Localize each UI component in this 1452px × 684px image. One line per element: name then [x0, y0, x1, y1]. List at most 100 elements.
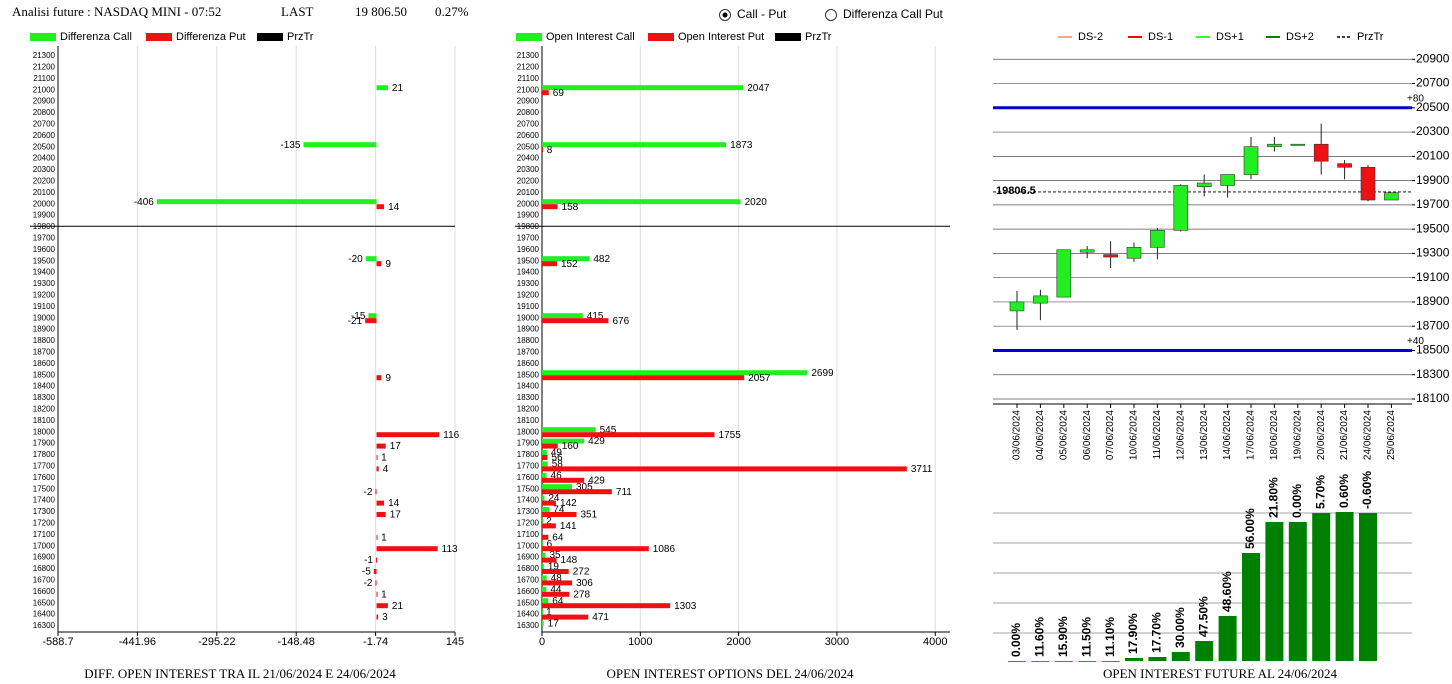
bar [1195, 641, 1214, 661]
bar-label: 30.00% [1173, 607, 1187, 648]
bar [542, 472, 547, 478]
last-value: 19 806.50 [355, 4, 407, 19]
y-tick-label: 17100 [33, 530, 56, 539]
bar [375, 489, 377, 495]
radio-button[interactable] [825, 9, 837, 21]
x-tick-label: 13/06/2024 [1199, 410, 1210, 460]
bar [376, 455, 378, 460]
legend-swatch [648, 33, 674, 41]
bar [542, 518, 543, 524]
bar [1125, 658, 1143, 661]
y-tick-label: 17900 [517, 439, 540, 448]
bar [1054, 661, 1073, 662]
y-tick-label: 18800 [33, 336, 56, 345]
y-tick-label: 20300 [517, 165, 540, 174]
value-label: 148 [561, 555, 578, 566]
y-tick-label: 17000 [517, 541, 540, 550]
y-tick-label: 18000 [517, 427, 540, 436]
bar [365, 256, 377, 262]
y-tick-label: 20600 [33, 131, 56, 140]
bar-label: 0.60% [1337, 474, 1351, 508]
x-tick-label: -148.48 [278, 636, 315, 648]
bar [1008, 661, 1026, 662]
y-tick-label: 18600 [33, 359, 56, 368]
bar [542, 427, 596, 433]
y-tick-label: 19200 [33, 291, 56, 300]
bar-label: 56.00% [1243, 508, 1257, 549]
x-tick-label: 04/06/2024 [1035, 410, 1046, 460]
value-label: 1 [381, 532, 387, 543]
radio-label[interactable]: Differenza Call Put [843, 7, 943, 21]
bar [542, 507, 550, 512]
bar [542, 534, 549, 540]
y-tick-label: 19200 [517, 291, 540, 300]
value-label: -21 [348, 316, 363, 327]
legend-label: DS-1 [1148, 31, 1173, 43]
bar [542, 580, 573, 586]
value-label: 116 [443, 430, 459, 441]
y-tick-label: 20100 [1416, 149, 1450, 163]
x-tick-label: 20/06/2024 [1316, 410, 1327, 460]
value-label: 429 [588, 436, 605, 447]
candle-body [1360, 166, 1376, 201]
y-tick-label: 18200 [33, 405, 56, 414]
y-tick-label: 19500 [517, 256, 540, 265]
y-tick-label: 18200 [517, 405, 540, 414]
bar-label: 11.60% [1033, 617, 1047, 657]
candle-body [1150, 230, 1165, 248]
y-tick-label: 19100 [33, 302, 56, 311]
y-tick-label: 21000 [33, 85, 56, 94]
radio-label[interactable]: Call - Put [737, 7, 787, 21]
value-label: 2057 [748, 373, 771, 384]
change: 0.27% [435, 4, 469, 19]
value-label: 142 [560, 498, 577, 509]
y-tick-label: 20500 [33, 142, 56, 151]
bar [542, 466, 907, 472]
y-tick-label: 18400 [33, 382, 56, 391]
bar [156, 199, 377, 205]
y-tick-label: 16500 [33, 598, 56, 607]
x-tick-label: 17/06/2024 [1246, 410, 1257, 460]
y-tick-label: 19500 [1416, 221, 1450, 235]
bar [542, 261, 557, 267]
value-label: 141 [560, 521, 577, 532]
header-title: Analisi future : NASDAQ MINI - 07:52 [12, 4, 221, 19]
value-label: 21 [392, 601, 404, 612]
value-label: 482 [593, 254, 610, 265]
value-label: -5 [362, 567, 371, 578]
legend-swatch [30, 33, 56, 41]
value-label: 14 [388, 498, 400, 509]
bar [542, 557, 557, 563]
value-label: 2047 [747, 83, 770, 94]
value-label: 676 [612, 316, 629, 327]
y-tick-label: 17400 [517, 496, 540, 505]
bar [542, 603, 671, 609]
legend-label: DS+1 [1216, 31, 1244, 43]
y-tick-label: 20800 [517, 108, 540, 117]
y-tick-label: 21100 [517, 74, 539, 83]
bar [1101, 661, 1120, 662]
bar [376, 261, 382, 267]
bar [542, 142, 727, 148]
y-tick-label: 17500 [33, 484, 56, 493]
value-label: 1 [381, 453, 387, 464]
x-tick-label: 24/06/2024 [1363, 410, 1374, 460]
bar [1218, 616, 1237, 661]
y-tick-label: 16600 [517, 587, 540, 596]
bar [376, 432, 440, 438]
bar [542, 375, 745, 381]
y-tick-label: 21200 [33, 63, 56, 72]
x-tick-label: 05/06/2024 [1058, 410, 1069, 460]
y-tick-label: 20700 [517, 120, 540, 129]
candle-body [1313, 143, 1329, 162]
y-tick-label: 20200 [33, 177, 56, 186]
y-tick-label: 17100 [517, 530, 540, 539]
bar [542, 591, 570, 597]
bar [376, 534, 378, 540]
value-label: 6 [547, 539, 553, 550]
x-tick-label: 11/06/2024 [1152, 410, 1163, 460]
value-label: 305 [576, 482, 593, 493]
y-tick-label: 16400 [33, 610, 56, 619]
value-label: 429 [588, 475, 605, 486]
y-tick-label: 18600 [517, 359, 540, 368]
